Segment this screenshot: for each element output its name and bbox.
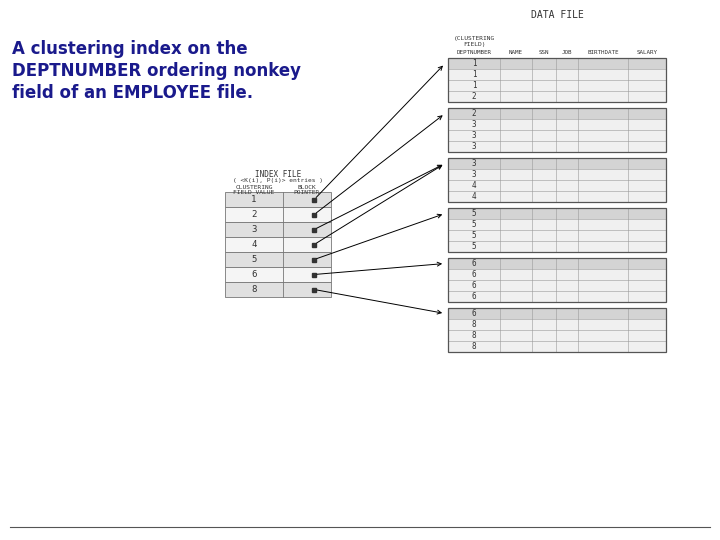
Bar bbox=[448, 330, 666, 341]
Text: 3: 3 bbox=[472, 159, 477, 168]
Text: 8: 8 bbox=[472, 320, 477, 329]
Text: 1: 1 bbox=[472, 70, 477, 79]
Bar bbox=[448, 308, 666, 319]
Text: 3: 3 bbox=[472, 131, 477, 140]
Bar bbox=[225, 252, 331, 267]
Text: FIELD VALUE: FIELD VALUE bbox=[233, 190, 274, 195]
Bar bbox=[448, 69, 666, 80]
Text: 6: 6 bbox=[472, 281, 477, 290]
Text: (CLUSTERING: (CLUSTERING bbox=[454, 36, 495, 41]
Bar bbox=[448, 58, 666, 102]
Text: DEPTNUMBER: DEPTNUMBER bbox=[456, 50, 492, 55]
Bar bbox=[448, 258, 666, 302]
Text: JOB: JOB bbox=[562, 50, 572, 55]
Text: 3: 3 bbox=[472, 142, 477, 151]
Text: 8: 8 bbox=[472, 342, 477, 351]
Bar bbox=[448, 291, 666, 302]
Bar bbox=[448, 91, 666, 102]
Text: 6: 6 bbox=[472, 309, 477, 318]
Bar bbox=[225, 222, 331, 237]
Bar bbox=[448, 191, 666, 202]
Bar bbox=[225, 207, 331, 222]
Text: 5: 5 bbox=[251, 255, 257, 264]
Text: ( <K(i), P(i)> entries ): ( <K(i), P(i)> entries ) bbox=[233, 178, 323, 183]
Text: 4: 4 bbox=[251, 240, 257, 249]
Bar bbox=[448, 141, 666, 152]
Bar bbox=[448, 308, 666, 352]
Text: DEPTNUMBER ordering nonkey: DEPTNUMBER ordering nonkey bbox=[12, 62, 301, 80]
Text: 5: 5 bbox=[472, 242, 477, 251]
Text: NAME: NAME bbox=[509, 50, 523, 55]
Text: 3: 3 bbox=[251, 225, 257, 234]
Text: FIELD): FIELD) bbox=[463, 42, 485, 47]
Text: CLUSTERING: CLUSTERING bbox=[235, 185, 273, 190]
Bar bbox=[448, 108, 666, 119]
Text: field of an EMPLOYEE file.: field of an EMPLOYEE file. bbox=[12, 84, 253, 102]
Text: 4: 4 bbox=[472, 181, 477, 190]
Text: 5: 5 bbox=[472, 220, 477, 229]
Text: 3: 3 bbox=[472, 170, 477, 179]
Text: 2: 2 bbox=[472, 109, 477, 118]
Bar bbox=[448, 208, 666, 252]
Text: SSN: SSN bbox=[539, 50, 549, 55]
Text: POINTER: POINTER bbox=[294, 190, 320, 195]
Bar bbox=[448, 341, 666, 352]
Text: 6: 6 bbox=[472, 292, 477, 301]
Bar bbox=[225, 237, 331, 252]
Bar bbox=[448, 108, 666, 152]
Text: 1: 1 bbox=[472, 81, 477, 90]
Bar bbox=[448, 319, 666, 330]
Bar bbox=[448, 180, 666, 191]
Text: 1: 1 bbox=[472, 59, 477, 68]
Text: 1: 1 bbox=[251, 195, 257, 204]
Text: INDEX FILE: INDEX FILE bbox=[255, 170, 301, 179]
Text: 5: 5 bbox=[472, 231, 477, 240]
Bar bbox=[448, 241, 666, 252]
Bar bbox=[448, 230, 666, 241]
Bar bbox=[448, 258, 666, 269]
Bar bbox=[448, 280, 666, 291]
Bar bbox=[225, 282, 331, 297]
Bar bbox=[448, 219, 666, 230]
Text: 2: 2 bbox=[251, 210, 257, 219]
Text: 5: 5 bbox=[472, 209, 477, 218]
Bar bbox=[448, 208, 666, 219]
Bar bbox=[448, 80, 666, 91]
Bar bbox=[448, 130, 666, 141]
Bar bbox=[448, 169, 666, 180]
Bar bbox=[448, 269, 666, 280]
Text: DATA FILE: DATA FILE bbox=[531, 10, 583, 20]
Bar bbox=[448, 119, 666, 130]
Text: 4: 4 bbox=[472, 192, 477, 201]
Bar bbox=[448, 158, 666, 202]
Text: 8: 8 bbox=[472, 331, 477, 340]
Bar bbox=[225, 267, 331, 282]
Text: 2: 2 bbox=[472, 92, 477, 101]
Text: 8: 8 bbox=[251, 285, 257, 294]
Text: 6: 6 bbox=[472, 259, 477, 268]
Bar bbox=[448, 158, 666, 169]
Bar bbox=[448, 58, 666, 69]
Text: 3: 3 bbox=[472, 120, 477, 129]
Text: BIRTHDATE: BIRTHDATE bbox=[588, 50, 618, 55]
Text: SALARY: SALARY bbox=[636, 50, 657, 55]
Text: A clustering index on the: A clustering index on the bbox=[12, 40, 248, 58]
Text: 6: 6 bbox=[251, 270, 257, 279]
Bar bbox=[225, 192, 331, 207]
Text: BLOCK: BLOCK bbox=[297, 185, 316, 190]
Text: 6: 6 bbox=[472, 270, 477, 279]
